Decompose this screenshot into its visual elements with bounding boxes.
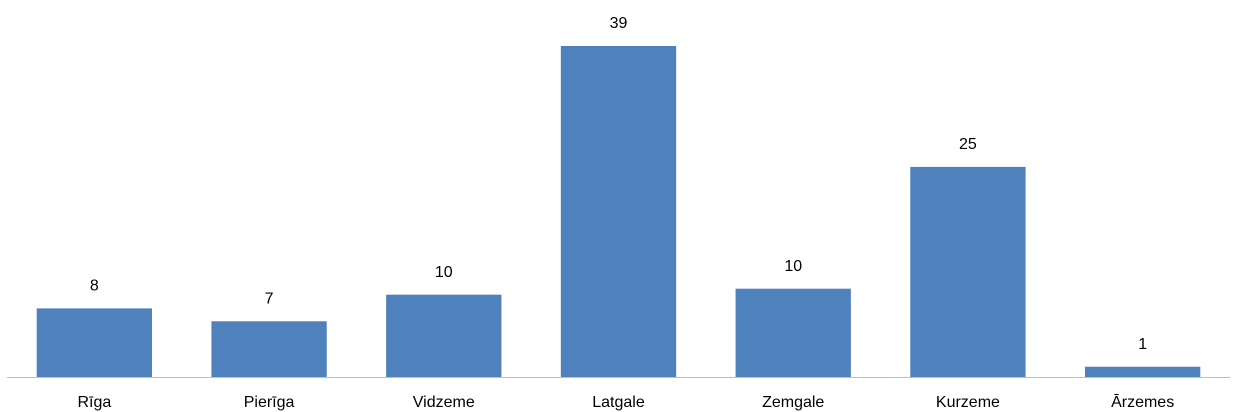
bar (1084, 366, 1201, 377)
x-tick-label: Ārzemes (1111, 393, 1174, 411)
x-tick-label: Rīga (77, 394, 111, 411)
data-label: 10 (435, 264, 453, 281)
x-tick-label: Zemgale (762, 394, 824, 411)
x-tick-label: Kurzeme (936, 394, 1000, 411)
data-label: 25 (959, 136, 977, 153)
x-tick-label: Latgale (592, 394, 645, 411)
data-label: 39 (610, 15, 628, 32)
data-label: 7 (265, 290, 274, 307)
bar (36, 308, 153, 377)
x-tick-label: Vidzeme (413, 394, 475, 411)
x-tick-label: Pierīga (244, 394, 295, 411)
bar (735, 288, 851, 377)
bar (560, 46, 677, 377)
bar (386, 294, 502, 377)
data-label: 10 (784, 258, 802, 275)
data-label: 1 (1138, 336, 1147, 353)
bar (211, 321, 327, 377)
data-label: 8 (90, 278, 99, 295)
bar (910, 166, 1026, 377)
